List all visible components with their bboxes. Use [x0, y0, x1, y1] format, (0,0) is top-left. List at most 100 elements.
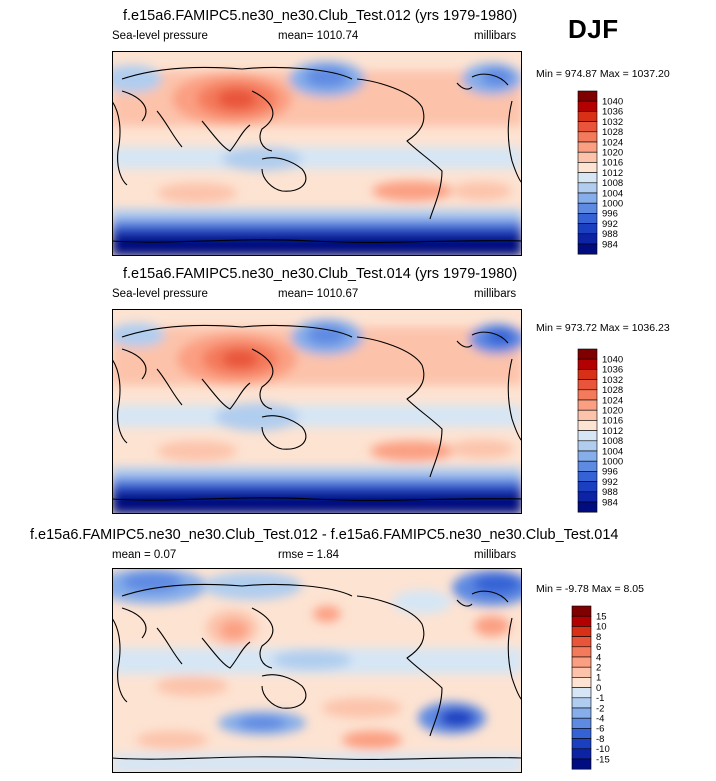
- colorbar-swatch: [577, 223, 598, 235]
- colorbar-tick-label: 996: [602, 467, 618, 478]
- panel1-title: f.e15a6.FAMIPC5.ne30_ne30.Club_Test.012 …: [123, 8, 518, 24]
- colorbar-tick-label: 1024: [602, 137, 623, 148]
- colorbar-swatch: [571, 697, 592, 709]
- colorbar-tick-label: 8: [596, 632, 601, 643]
- panel1-map: [112, 51, 522, 256]
- colorbar-swatch: [571, 687, 592, 699]
- panel2-colorbar: 1040103610321028102410201016101210081004…: [577, 348, 623, 513]
- colorbar-tick-label: -2: [596, 703, 604, 714]
- colorbar-swatch: [577, 100, 598, 112]
- panel3-map: [112, 568, 522, 773]
- panel1-minmax: Min = 974.87 Max = 1037.20: [536, 68, 670, 80]
- colorbar-swatch: [577, 121, 598, 133]
- colorbar-tick-label: 1008: [602, 178, 623, 189]
- colorbar-swatch: [571, 656, 592, 668]
- colorbar-swatch: [577, 172, 598, 184]
- panel3-mean-label: mean = 0.07: [112, 549, 177, 561]
- colorbar-tick-label: 988: [602, 229, 618, 240]
- colorbar-swatch: [577, 182, 598, 194]
- colorbar-swatch: [577, 192, 598, 204]
- colorbar-swatch: [577, 233, 598, 245]
- colorbar-swatch: [571, 738, 592, 750]
- colorbar-tick-label: 992: [602, 477, 618, 488]
- colorbar-tick-label: -10: [596, 744, 610, 755]
- panel2-mean-label: mean= 1010.67: [278, 288, 359, 300]
- colorbar-swatch: [577, 471, 598, 482]
- colorbar-tick-label: 4: [596, 652, 601, 663]
- colorbar-swatch: [577, 358, 598, 370]
- colorbar-tick-label: 10: [596, 622, 607, 633]
- panel2-units-label: millibars: [474, 288, 517, 300]
- colorbar-tick-label: 1016: [602, 158, 623, 169]
- colorbar-tick-label: 1036: [602, 107, 623, 118]
- colorbar-swatch: [571, 666, 592, 678]
- colorbar-tick-label: 1020: [602, 148, 623, 159]
- colorbar-tick-label: 984: [602, 497, 618, 508]
- panel1-colorbar: 1040103610321028102410201016101210081004…: [577, 90, 623, 255]
- panel2-minmax: Min = 973.72 Max = 1036.23: [536, 322, 670, 334]
- colorbar-swatch: [577, 348, 598, 360]
- colorbar-swatch: [577, 111, 598, 122]
- colorbar-tick-label: 1012: [602, 168, 623, 179]
- colorbar-tick-label: 1012: [602, 426, 623, 437]
- colorbar-swatch: [571, 717, 592, 729]
- colorbar-swatch: [571, 728, 592, 739]
- colorbar-swatch: [577, 151, 598, 163]
- colorbar-tick-label: 1028: [602, 385, 623, 396]
- colorbar-swatch: [571, 626, 592, 637]
- colorbar-swatch: [577, 501, 598, 513]
- colorbar-swatch: [571, 615, 592, 627]
- colorbar-swatch: [577, 213, 598, 224]
- colorbar-tick-label: 1032: [602, 117, 623, 128]
- colorbar-swatch: [577, 481, 598, 493]
- colorbar-tick-label: -8: [596, 734, 604, 745]
- colorbar-swatch: [571, 636, 592, 648]
- colorbar-tick-label: 1000: [602, 457, 623, 468]
- panel1-units-label: millibars: [474, 30, 517, 42]
- colorbar-swatch: [571, 758, 592, 770]
- colorbar-swatch: [577, 369, 598, 380]
- colorbar-swatch: [577, 491, 598, 503]
- colorbar-tick-label: 15: [596, 612, 607, 623]
- colorbar-swatch: [577, 409, 598, 421]
- colorbar-tick-label: 1000: [602, 199, 623, 210]
- colorbar-tick-label: 984: [602, 239, 618, 250]
- panel1-mean-label: mean= 1010.74: [278, 30, 359, 42]
- colorbar-tick-label: 1020: [602, 406, 623, 417]
- colorbar-swatch: [577, 243, 598, 255]
- colorbar-swatch: [571, 677, 592, 688]
- panel2-variable-label: Sea-level pressure: [112, 288, 208, 300]
- colorbar-swatch: [577, 202, 598, 214]
- colorbar-tick-label: -4: [596, 714, 604, 725]
- colorbar-swatch: [577, 379, 598, 391]
- colorbar-swatch: [577, 420, 598, 431]
- panel2-title: f.e15a6.FAMIPC5.ne30_ne30.Club_Test.014 …: [123, 266, 518, 282]
- colorbar-tick-label: 1016: [602, 416, 623, 427]
- colorbar-tick-label: -6: [596, 724, 604, 735]
- colorbar-tick-label: 2: [596, 663, 601, 674]
- colorbar-swatch: [571, 748, 592, 760]
- season-label: DJF: [568, 14, 619, 44]
- colorbar-tick-label: 1: [596, 673, 601, 684]
- colorbar-swatch: [571, 707, 592, 719]
- colorbar-tick-label: 992: [602, 219, 618, 230]
- colorbar-swatch: [577, 450, 598, 462]
- panel1-variable-label: Sea-level pressure: [112, 30, 208, 42]
- panel3-rmse-label: rmse = 1.84: [278, 549, 340, 561]
- colorbar-swatch: [571, 646, 592, 658]
- colorbar-swatch: [577, 90, 598, 102]
- panel2-map: [112, 309, 522, 514]
- panel3-minmax: Min = -9.78 Max = 8.05: [536, 583, 644, 595]
- colorbar-swatch: [577, 389, 598, 401]
- colorbar-swatch: [577, 460, 598, 472]
- colorbar-swatch: [577, 141, 598, 153]
- colorbar-tick-label: 1040: [602, 97, 623, 108]
- colorbar-swatch: [577, 162, 598, 173]
- colorbar-tick-label: 996: [602, 209, 618, 220]
- colorbar-swatch: [577, 399, 598, 411]
- colorbar-tick-label: 1036: [602, 365, 623, 376]
- colorbar-tick-label: 1004: [602, 446, 623, 457]
- colorbar-tick-label: -15: [596, 754, 610, 765]
- colorbar-swatch: [577, 440, 598, 452]
